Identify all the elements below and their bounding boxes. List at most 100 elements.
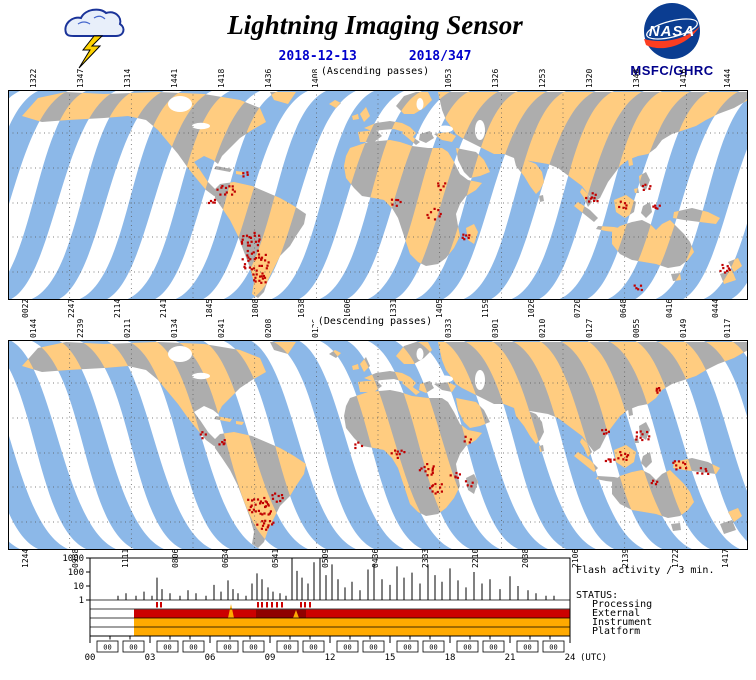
svg-text:1326: 1326 — [491, 69, 500, 88]
pass-time-labels-top: 0144 2239 0211 0134 0241 0208 0136 0333 0301 0210… — [29, 319, 732, 338]
svg-text:1159: 1159 — [481, 299, 490, 318]
svg-text:00: 00 — [523, 644, 531, 652]
svg-text:1606: 1606 — [343, 299, 352, 318]
svg-text:(UTC): (UTC) — [580, 653, 607, 663]
chart-frame — [89, 557, 571, 637]
svg-text:1638: 1638 — [297, 299, 306, 318]
svg-text:1416: 1416 — [679, 69, 688, 88]
svg-text:00: 00 — [223, 644, 231, 652]
svg-text:0938: 0938 — [71, 549, 80, 568]
svg-text:03: 03 — [145, 653, 156, 663]
svg-text:0055: 0055 — [632, 319, 641, 338]
svg-text:1244: 1244 — [21, 549, 30, 568]
date-doy: 2018/347 — [408, 49, 472, 64]
lightning-bolt-icon — [78, 35, 104, 69]
svg-text:1441: 1441 — [170, 69, 179, 88]
svg-text:12: 12 — [325, 653, 336, 663]
map-border — [8, 340, 748, 550]
svg-text:0444: 0444 — [711, 299, 720, 318]
svg-text:1253: 1253 — [538, 69, 547, 88]
svg-text:1436: 1436 — [264, 69, 273, 88]
svg-text:2247: 2247 — [67, 299, 76, 318]
svg-text:15: 15 — [385, 653, 396, 663]
time-axis: 00 03 06 09 12 15 18 21 24 (UTC) — [85, 636, 607, 663]
svg-text:0720: 0720 — [573, 299, 582, 318]
status-row-label-processing: Processing — [592, 599, 653, 610]
svg-text:0134: 0134 — [170, 319, 179, 338]
svg-text:00: 00 — [549, 644, 557, 652]
svg-text:00: 00 — [103, 644, 111, 652]
svg-text:24: 24 — [565, 653, 576, 663]
svg-text:00: 00 — [249, 644, 257, 652]
nasa-logo: NASA — [644, 3, 700, 59]
svg-text:00: 00 — [429, 644, 437, 652]
ascending-passes-label: (Ascending passes) — [160, 66, 590, 77]
svg-text:2239: 2239 — [76, 319, 85, 338]
svg-text:0022: 0022 — [21, 299, 30, 318]
svg-text:00: 00 — [129, 644, 137, 652]
status-heading: STATUS: — [576, 590, 619, 601]
svg-text:1348: 1348 — [632, 69, 641, 88]
nasa-wordmark: NASA — [649, 23, 696, 40]
status-row-label-platform: Platform — [592, 626, 641, 637]
log-y-axis: 1000 100 10 1 — [62, 554, 90, 606]
status-row-label-external: External — [592, 608, 641, 619]
svg-text:2139: 2139 — [621, 549, 630, 568]
status-row-label-instrument: Instrument — [592, 617, 653, 628]
svg-text:0648: 0648 — [619, 299, 628, 318]
svg-text:1314: 1314 — [123, 69, 132, 88]
svg-text:1845: 1845 — [205, 299, 214, 318]
descending-passes-map: 0144 2239 0211 0134 0241 0208 0136 0333 0301 0210… — [8, 319, 748, 568]
svg-text:06: 06 — [205, 653, 216, 663]
cloud-detail-line — [93, 15, 106, 20]
svg-text:1322: 1322 — [29, 69, 38, 88]
svg-text:00: 00 — [369, 644, 377, 652]
cloud-icon — [64, 8, 125, 37]
inland-seas — [168, 346, 485, 390]
svg-text:2106: 2106 — [571, 549, 580, 568]
svg-text:0144: 0144 — [29, 319, 38, 338]
svg-text:1408: 1408 — [311, 69, 320, 88]
pass-time-labels-top: 1322 1347 1314 1441 1418 1436 1408 1053 1326 1253… — [29, 69, 732, 88]
svg-text:10: 10 — [73, 582, 84, 592]
map-border — [8, 90, 748, 300]
cloud-detail-line — [77, 21, 91, 25]
svg-text:1347: 1347 — [76, 69, 85, 88]
svg-text:00: 00 — [403, 644, 411, 652]
inland-seas — [168, 96, 485, 140]
svg-text:1320: 1320 — [585, 69, 594, 88]
svg-text:00: 00 — [283, 644, 291, 652]
svg-text:0117: 0117 — [723, 319, 732, 338]
ascending-passes-map: 1322 1347 1314 1441 1418 1436 1408 1053 1326 1253… — [8, 69, 748, 318]
svg-text:1405: 1405 — [435, 299, 444, 318]
pass-time-labels-bottom: 0022 2247 2114 2141 1845 1808 1638 1606 1331 1405… — [21, 299, 720, 318]
svg-text:2141: 2141 — [159, 299, 168, 318]
svg-text:0149: 0149 — [679, 319, 688, 338]
svg-text:00: 00 — [489, 644, 497, 652]
svg-text:00: 00 — [189, 644, 197, 652]
status-bars — [134, 602, 570, 636]
svg-text:00: 00 — [85, 653, 96, 663]
svg-text:2114: 2114 — [113, 299, 122, 318]
svg-text:0241: 0241 — [217, 319, 226, 338]
svg-text:100: 100 — [68, 568, 84, 578]
date-iso: 2018-12-13 — [278, 49, 357, 64]
nasa-swoosh — [644, 26, 700, 49]
flash-activity-label: Flash activity / 3 min. — [576, 565, 715, 576]
org-label: MSFC/GHRC — [630, 63, 714, 78]
svg-text:0211: 0211 — [123, 319, 132, 338]
svg-text:0210: 0210 — [538, 319, 547, 338]
storm-cloud-lightning-icon — [64, 8, 125, 69]
svg-text:0136: 0136 — [311, 319, 320, 338]
svg-text:1053: 1053 — [444, 69, 453, 88]
date-row: 2018-12-13 2018/347 — [160, 49, 590, 64]
svg-text:1331: 1331 — [389, 299, 398, 318]
svg-text:1418: 1418 — [217, 69, 226, 88]
svg-text:00: 00 — [163, 644, 171, 652]
svg-text:0127: 0127 — [585, 319, 594, 338]
svg-text:1: 1 — [79, 596, 84, 606]
nasa-orbit-ring — [646, 18, 698, 40]
svg-text:0208: 0208 — [264, 319, 273, 338]
svg-text:09: 09 — [265, 653, 276, 663]
